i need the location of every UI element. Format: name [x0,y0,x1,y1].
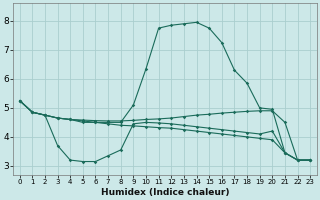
X-axis label: Humidex (Indice chaleur): Humidex (Indice chaleur) [101,188,229,197]
